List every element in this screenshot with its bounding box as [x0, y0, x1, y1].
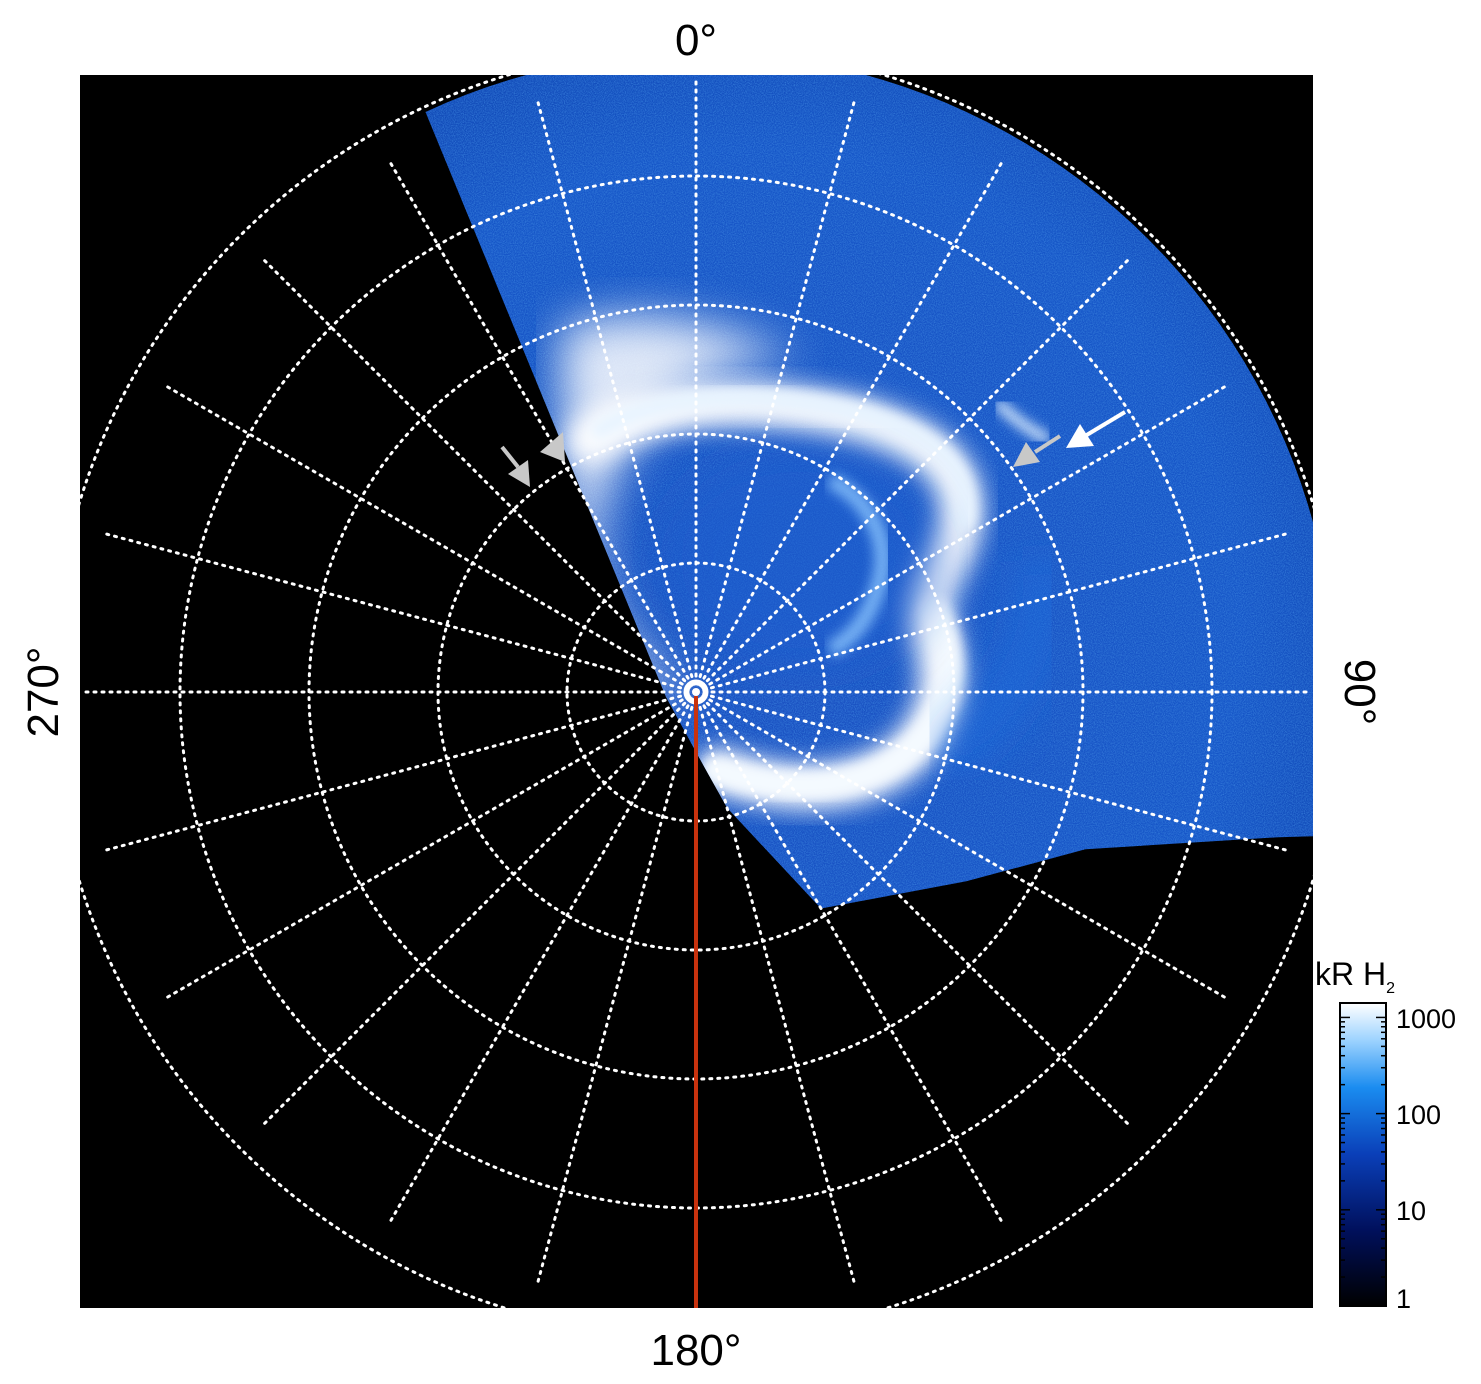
grid-spoke	[161, 690, 698, 1001]
colorbar-gradient	[1339, 1002, 1387, 1307]
grid-spoke	[694, 255, 1133, 694]
grid-spoke	[387, 690, 698, 1227]
grid-spoke	[694, 690, 857, 1288]
grid-spoke	[387, 157, 698, 694]
arrow-white-right	[1066, 410, 1127, 448]
label-bottom: 180°	[650, 1326, 741, 1375]
grid-spoke	[694, 690, 1133, 1129]
footprint-spot	[995, 400, 1050, 443]
colorbar-ticks	[1340, 1016, 1386, 1307]
colorbar-tick-100: 100	[1396, 1100, 1441, 1130]
grid-spoke	[694, 383, 1231, 694]
arrow-grey-right	[1013, 434, 1062, 467]
polar-grid	[80, 75, 1313, 1308]
arrow-grey-left-2	[540, 432, 565, 462]
label-right: 90°	[1335, 659, 1384, 726]
arrows	[500, 410, 1127, 487]
colorbar: kR H2 1000 100 10 1	[1315, 956, 1456, 1314]
grid-spoke	[694, 96, 857, 694]
grid-spoke	[259, 690, 698, 1129]
grid-spoke	[694, 531, 1292, 694]
colorbar-tick-1000: 1000	[1396, 1004, 1456, 1034]
grid-spoke	[694, 690, 1292, 853]
grid-spoke	[100, 690, 698, 853]
grid-spoke	[535, 96, 698, 694]
label-left: 270°	[19, 646, 68, 737]
colorbar-title: kR H2	[1315, 956, 1395, 997]
grid-spoke	[694, 690, 1231, 1001]
colorbar-tick-10: 10	[1396, 1196, 1426, 1226]
colorbar-tick-1: 1	[1396, 1284, 1411, 1314]
arrow-grey-left-1	[500, 445, 530, 487]
label-top: 0°	[675, 16, 717, 65]
grid-spoke	[535, 690, 698, 1288]
grid-spoke	[161, 383, 698, 694]
grid-spoke	[100, 531, 698, 694]
grid-spoke	[259, 255, 698, 694]
grid-spoke	[694, 157, 1005, 694]
grid-spoke	[694, 690, 1005, 1227]
